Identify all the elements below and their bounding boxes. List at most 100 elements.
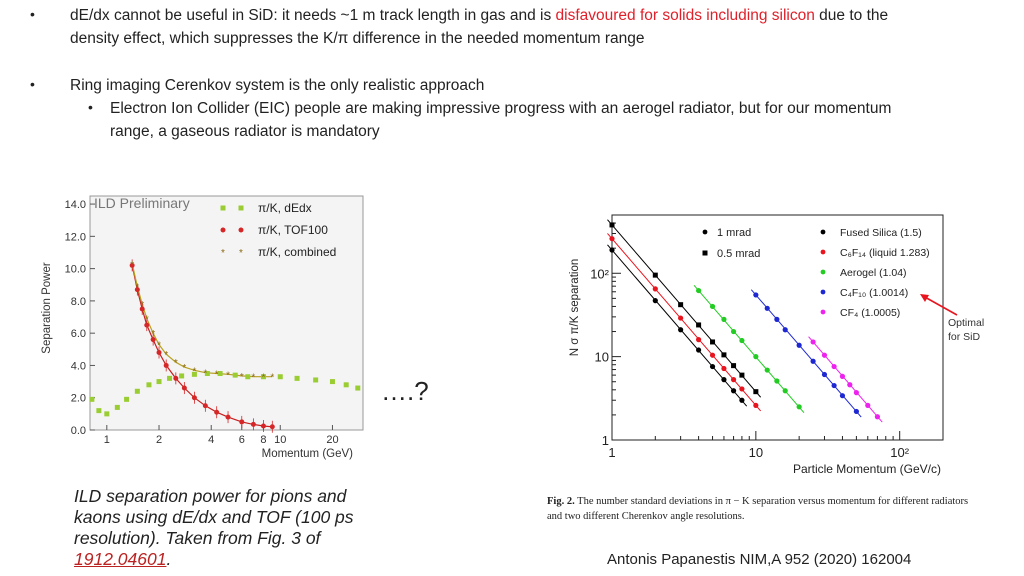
fig-number: Fig. 2. [547, 496, 575, 507]
data-point-dedx [232, 372, 238, 378]
bullet-1-line-1: dE/dx cannot be useful in SiD: it needs … [70, 4, 1020, 27]
data-point-combined: * [182, 363, 186, 374]
data-point-circle [609, 236, 615, 242]
legend-label: π/K, combined [258, 245, 336, 259]
data-point-circle [865, 402, 871, 409]
citation: Antonis Papanestis NIM,A 952 (2020) 1620… [607, 551, 912, 568]
data-point-tof [139, 306, 145, 312]
legend-label: CF₄ (1.0005) [840, 307, 900, 319]
data-point-square [652, 272, 658, 278]
data-point-dedx [277, 374, 283, 380]
bullet-dot: • [30, 76, 35, 92]
data-point-tof [250, 421, 256, 427]
data-point-tof [150, 337, 156, 343]
left-caption-text: ILD separation power for pions and kaons… [74, 486, 354, 548]
data-point-combined: * [270, 373, 274, 384]
data-point-dedx [179, 373, 185, 379]
ild-separation-chart: 0.0 2.0 4.0 6.0 8.0 10.0 12.0 14.0 1 2 4 6 8 10 20 Mome… [41, 195, 364, 460]
data-point-dedx [104, 411, 110, 417]
data-point-tof [225, 414, 231, 420]
legend-label: C₄F₁₀ (1.0014) [840, 287, 908, 299]
legend-label: Aerogel (1.04) [840, 267, 907, 279]
data-point-dedx [313, 377, 319, 383]
left-figure-caption: ILD separation power for pions and kaons… [74, 486, 374, 570]
data-point-dedx [134, 388, 140, 394]
data-point-dedx [217, 371, 223, 377]
data-point-tof [134, 287, 140, 293]
bullet-1-highlight: disfavoured for solids including silicon [555, 7, 815, 24]
data-point-circle [796, 404, 802, 410]
bullet-dot: • [30, 6, 35, 22]
legend-marker-tof [238, 227, 244, 233]
data-point-circle [853, 408, 859, 415]
data-point-square [696, 322, 702, 328]
y-tick-label: 0.0 [71, 425, 86, 437]
legend-marker-tof [220, 227, 226, 233]
x-tick-label: 2 [156, 434, 162, 446]
optimal-line-1: Optimal [948, 317, 985, 329]
bullet-1-line-2: density effect, which suppresses the K/π… [70, 30, 645, 47]
data-point-tof [214, 409, 220, 415]
data-point-circle [764, 305, 770, 311]
data-point-combined: * [192, 366, 196, 377]
data-point-combined: * [174, 358, 178, 369]
legend-label: C₆F₁₄ (liquid 1.283) [840, 247, 930, 259]
data-point-combined: * [203, 369, 207, 380]
data-point-circle [678, 327, 684, 333]
data-point-circle [709, 363, 716, 370]
data-point-circle [831, 363, 837, 370]
legend-label: Fused Silica (1.5) [840, 227, 922, 239]
data-point-dedx [329, 379, 335, 385]
data-point-tof [260, 423, 266, 429]
y-tick-label: 4.0 [71, 360, 86, 372]
data-point-circle [753, 354, 759, 360]
legend-label: π/K, dEdx [258, 201, 312, 215]
legend-marker-radiator [820, 229, 826, 235]
y-tick-label: 10 [595, 350, 609, 365]
x-tick-label: 10 [749, 445, 763, 460]
data-point-square [731, 363, 737, 369]
data-point-circle [739, 397, 745, 403]
data-point-dedx [124, 396, 130, 402]
data-point-tof [239, 419, 245, 425]
data-point-combined: * [140, 300, 144, 311]
data-point-combined: * [145, 315, 149, 326]
data-point-circle [730, 377, 737, 383]
y-axis-label: N σ π/K separation [569, 259, 581, 357]
x-tick-label: 1 [608, 445, 615, 460]
x-tick-label: 4 [208, 434, 214, 446]
x-tick-label: 10² [890, 445, 909, 460]
legend-marker-radiator [820, 249, 826, 255]
data-point-dedx [89, 396, 95, 402]
data-point-tof [144, 322, 150, 328]
data-point-combined: * [151, 329, 155, 340]
legend-marker-combined: * [239, 248, 243, 259]
data-point-circle [753, 292, 759, 298]
y-axis-label: Separation Power [41, 262, 53, 354]
y-tick-label: 14.0 [65, 199, 86, 211]
data-point-square [710, 339, 716, 345]
x-tick-label: 10 [274, 434, 286, 446]
data-point-circle [764, 367, 770, 373]
data-point-square [753, 389, 759, 395]
bullet-1-text: dE/dx cannot be useful in SiD: it needs … [70, 7, 556, 24]
x-tick-label: 20 [326, 434, 338, 446]
legend-marker-circle [702, 229, 708, 235]
data-point-circle [839, 393, 846, 399]
y-tick-label: 10.0 [65, 264, 86, 276]
data-point-circle [730, 388, 737, 394]
data-point-dedx [156, 379, 162, 385]
data-point-combined: * [130, 260, 134, 271]
data-point-circle [721, 316, 727, 322]
data-point-circle [652, 298, 658, 304]
bullet-3-line-2: range, a gaseous radiator is mandatory [110, 123, 380, 140]
y-tick-label: 2.0 [71, 393, 86, 405]
optimal-line-2: for SiD [948, 331, 981, 343]
data-point-circle [796, 342, 802, 348]
arxiv-link[interactable]: 1912.04601 [74, 549, 167, 569]
x-axis-label: Momentum (GeV) [262, 448, 354, 460]
y-tick-label: 1 [602, 433, 609, 448]
data-point-dedx [294, 375, 300, 381]
data-point-dedx [355, 385, 361, 391]
data-point-circle [810, 339, 816, 345]
